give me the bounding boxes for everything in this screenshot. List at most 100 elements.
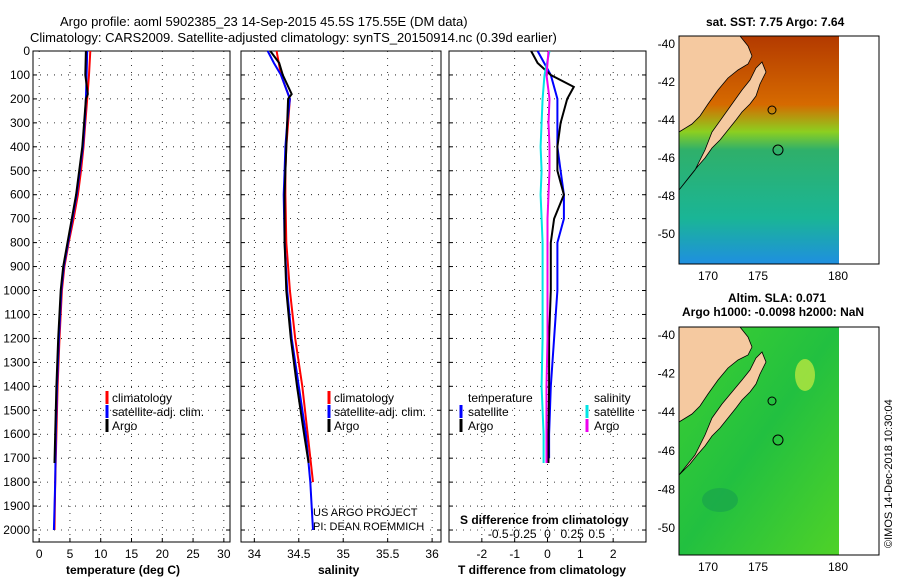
diff-line-t-satellite: [536, 50, 565, 459]
series-line-argo: [269, 50, 310, 464]
legend-satellite: satellite-adj. clim.: [112, 405, 204, 419]
x-tick-label: 35.5: [376, 547, 400, 561]
legend-climatology: climatology: [334, 391, 394, 405]
argo-position-marker: [772, 144, 784, 156]
sst-lat-tick: -42: [658, 75, 676, 89]
sla-lat-tick: -48: [658, 482, 676, 496]
sst-lon-tick: 180: [828, 269, 848, 283]
series-line-argo: [53, 50, 89, 464]
legend-temperature-title: temperature: [468, 391, 533, 405]
s-tick-label: 0: [544, 527, 551, 541]
s-tick-label: -0.25: [509, 527, 537, 541]
chatham-marker: [767, 105, 777, 115]
depth-tick-label: 1800: [3, 475, 30, 489]
x-tick-label: -1: [509, 547, 520, 561]
sla-lat-tick: -50: [658, 521, 676, 535]
diff-line-s-argo: [545, 50, 551, 463]
sst-map-title: sat. SST: 7.75 Argo: 7.64: [706, 15, 845, 29]
depth-tick-label: 1300: [3, 355, 30, 369]
south-island-north-land: [678, 35, 753, 133]
copyright-stamp: ©IMOS 14-Dec-2018 10:30:04: [883, 399, 895, 548]
header-line2: Climatology: CARS2009. Satellite-adjuste…: [30, 30, 557, 45]
depth-tick-label: 1700: [3, 451, 30, 465]
sst-lat-tick: -44: [658, 113, 676, 127]
s-tick-label: 0.25: [560, 527, 584, 541]
depth-tick-label: 1200: [3, 331, 30, 345]
x-tick-label: 0: [36, 547, 43, 561]
depth-tick-label: 900: [10, 260, 30, 274]
sst-map-frame: [678, 35, 880, 265]
tick-labels: 0100200300400500600700800900100011001200…: [3, 44, 617, 561]
sla-lat-tick: -46: [658, 444, 676, 458]
sla-lon-tick: 175: [748, 560, 768, 574]
depth-tick-label: 1100: [4, 307, 30, 321]
sla-map: [678, 326, 880, 556]
sla-argo-position-marker: [772, 434, 784, 446]
difference-legend: temperature satellite Argo salinity sate…: [459, 391, 635, 433]
x-tick-label: 15: [125, 547, 139, 561]
depth-tick-label: 1600: [3, 427, 30, 441]
diff-line-s-satellite: [539, 50, 551, 463]
legend-salinity-title: salinity: [594, 391, 631, 405]
sla-anomaly-low: [702, 488, 738, 512]
diff-line-t-argo: [530, 50, 576, 463]
sst-lat-tick: -50: [658, 227, 676, 241]
x-tick-label: 36: [425, 547, 439, 561]
x-tick-label: 2: [610, 547, 617, 561]
sst-lon-tick: 175: [748, 269, 768, 283]
s-difference-axis-label: S difference from climatology: [460, 513, 629, 527]
pi-credit: PI: DEAN ROEMMICH: [313, 521, 424, 533]
t-difference-axis-label: T difference from climatology: [458, 563, 626, 577]
sla-lat-tick: -44: [658, 405, 676, 419]
x-tick-label: 25: [186, 547, 200, 561]
legend-s-argo: Argo: [594, 419, 620, 433]
header-line1: Argo profile: aoml 5902385_23 14-Sep-201…: [60, 14, 468, 29]
sla-south-island-land: [678, 351, 767, 476]
sst-lat-tick: -48: [658, 189, 676, 203]
x-tick-label: 5: [67, 547, 74, 561]
legend-t-satellite: satellite: [468, 405, 509, 419]
x-tick-label: -2: [476, 547, 487, 561]
depth-tick-label: 2000: [3, 523, 30, 537]
profile-lines: [52, 50, 576, 531]
sla-lon-tick: 170: [698, 560, 718, 574]
legend-argo: Argo: [112, 419, 138, 433]
depth-tick-label: 100: [10, 68, 30, 82]
legend-satellite: satellite-adj. clim.: [334, 405, 426, 419]
sla-anomaly-high: [795, 359, 815, 391]
depth-tick-label: 1900: [3, 499, 30, 513]
x-tick-label: 30: [217, 547, 231, 561]
depth-tick-label: 400: [10, 140, 30, 154]
x-tick-label: 34.5: [287, 547, 311, 561]
sst-nodata-strip: [839, 36, 879, 264]
depth-tick-label: 600: [10, 188, 30, 202]
sla-lon-tick: 180: [828, 560, 848, 574]
sla-chatham-marker: [767, 396, 777, 406]
sla-south-island-north-land: [678, 326, 753, 423]
depth-tick-label: 0: [23, 44, 30, 58]
south-island-land: [678, 61, 767, 191]
legend-argo: Argo: [334, 419, 360, 433]
x-tick-label: 35: [337, 547, 351, 561]
sla-lat-tick: -40: [658, 328, 676, 342]
s-tick-label: 0.5: [588, 527, 605, 541]
sla-nodata-strip: [839, 327, 879, 555]
map-tick-labels: -40 -42 -44 -46 -48 -50 170 175 180 -40 -42 -44 -46 -…: [658, 37, 849, 574]
x-tick-label: 20: [156, 547, 170, 561]
legend-climatology: climatology: [112, 391, 172, 405]
depth-tick-label: 700: [10, 212, 30, 226]
sst-lon-tick: 170: [698, 269, 718, 283]
temperature-axis-label: temperature (deg C): [66, 563, 180, 577]
x-tick-label: 10: [94, 547, 108, 561]
sst-lat-tick: -46: [658, 151, 676, 165]
sla-map-frame: [678, 326, 880, 556]
depth-tick-label: 800: [10, 236, 30, 250]
legend-s-satellite: satellite: [594, 405, 635, 419]
project-credit: US ARGO PROJECT: [313, 507, 418, 519]
temperature-legend: climatology satellite-adj. clim. Argo: [105, 391, 204, 433]
s-tick-label: -0.5: [488, 527, 509, 541]
x-tick-label: 34: [248, 547, 262, 561]
x-tick-label: 1: [577, 547, 584, 561]
sla-map-title1: Altim. SLA: 0.071: [728, 291, 826, 305]
